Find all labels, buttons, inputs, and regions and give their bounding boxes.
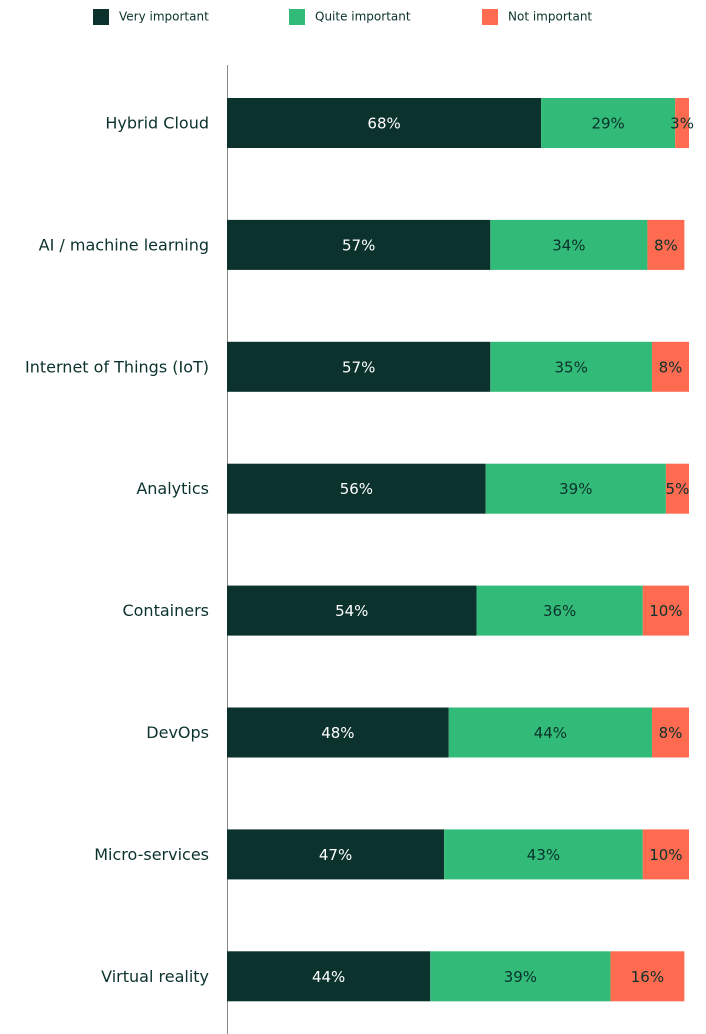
category-label: Analytics — [136, 479, 209, 498]
category-label: Micro-services — [94, 845, 209, 864]
bar-segment — [227, 829, 445, 880]
data-label: 10% — [649, 602, 682, 620]
legend-label: Not important — [508, 10, 592, 24]
data-label: 36% — [543, 602, 576, 620]
bar-segment — [610, 951, 685, 1002]
bar-segment — [227, 219, 491, 270]
category-label: DevOps — [146, 723, 209, 742]
data-label: 54% — [335, 602, 368, 620]
data-label: 29% — [591, 115, 624, 133]
data-label: 5% — [666, 480, 690, 498]
bar-segment — [476, 585, 643, 636]
data-label: 8% — [659, 724, 683, 742]
data-label: 8% — [654, 236, 678, 254]
bar-segment — [227, 463, 486, 514]
category-label: Containers — [122, 601, 209, 620]
data-label: 68% — [367, 115, 400, 133]
bar-segment — [665, 463, 689, 514]
bar-segment — [485, 463, 666, 514]
bar-segment — [490, 219, 648, 270]
bar-segment — [541, 98, 676, 148]
legend-swatch — [93, 9, 109, 25]
data-label: 48% — [321, 724, 354, 742]
data-label: 39% — [559, 480, 592, 498]
bar-segment — [490, 341, 653, 392]
legend-label: Quite important — [315, 10, 411, 24]
legend-label: Very important — [119, 10, 209, 24]
category-label: AI / machine learning — [39, 235, 209, 254]
bar-segment — [642, 829, 689, 880]
data-label: 3% — [670, 115, 694, 133]
bar-segment — [675, 98, 689, 148]
data-label: 10% — [649, 846, 682, 864]
data-label: 43% — [527, 846, 560, 864]
bar-segment — [652, 707, 689, 758]
bar-segment — [227, 951, 431, 1002]
bar-segment — [647, 219, 685, 270]
bar-segment — [430, 951, 611, 1002]
data-label: 39% — [504, 968, 537, 986]
data-label: 44% — [312, 968, 345, 986]
bar-segment — [227, 707, 449, 758]
data-label: 34% — [552, 236, 585, 254]
bar-segment — [444, 829, 643, 880]
data-label: 47% — [319, 846, 352, 864]
legend-swatch — [289, 9, 305, 25]
data-label: 57% — [342, 358, 375, 376]
bar-segment — [642, 585, 689, 636]
bar-segment — [652, 341, 689, 392]
bar-segment — [448, 707, 653, 758]
data-label: 8% — [659, 358, 683, 376]
category-label: Internet of Things (IoT) — [25, 357, 209, 376]
data-label: 16% — [631, 968, 664, 986]
bar-segment — [227, 98, 542, 148]
category-label: Hybrid Cloud — [105, 114, 209, 133]
data-label: 35% — [555, 358, 588, 376]
data-label: 57% — [342, 236, 375, 254]
bar-segment — [227, 585, 477, 636]
legend-swatch — [482, 9, 498, 25]
data-label: 56% — [340, 480, 373, 498]
data-label: 44% — [534, 724, 567, 742]
bar-segment — [227, 341, 491, 392]
category-label: Virtual reality — [101, 967, 209, 986]
